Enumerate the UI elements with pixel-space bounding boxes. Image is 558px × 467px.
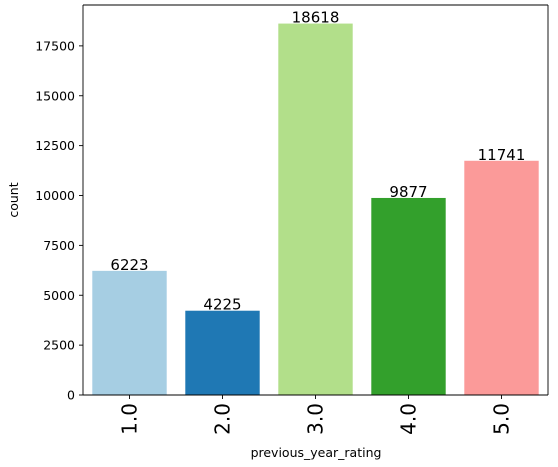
y-tick-label: 5000 <box>43 288 75 303</box>
y-tick-label: 0 <box>67 388 75 403</box>
x-tick-label: 3.0 <box>304 403 328 435</box>
data-label-2.0: 4225 <box>203 296 241 314</box>
bar-1.0 <box>92 270 167 395</box>
x-tick-label: 1.0 <box>118 403 142 435</box>
x-axis-label: previous_year_rating <box>251 445 382 460</box>
y-tick-label: 15000 <box>35 88 75 103</box>
bar-5.0 <box>464 160 539 395</box>
bar-4.0 <box>371 197 446 395</box>
y-tick-label: 2500 <box>43 338 75 353</box>
data-label-4.0: 9877 <box>389 183 427 201</box>
bar-2.0 <box>185 310 260 395</box>
data-label-5.0: 11741 <box>478 146 526 164</box>
y-tick-label: 17500 <box>35 38 75 53</box>
x-tick-label: 2.0 <box>211 403 235 435</box>
y-tick-label: 10000 <box>35 188 75 203</box>
x-tick-label: 4.0 <box>397 403 421 435</box>
bar-3.0 <box>278 23 353 395</box>
y-axis-label: count <box>6 182 21 217</box>
y-tick-label: 12500 <box>35 138 75 153</box>
y-tick-label: 7500 <box>43 238 75 253</box>
data-label-3.0: 18618 <box>292 9 340 27</box>
x-tick-label: 5.0 <box>490 403 514 435</box>
data-label-1.0: 6223 <box>110 256 148 274</box>
